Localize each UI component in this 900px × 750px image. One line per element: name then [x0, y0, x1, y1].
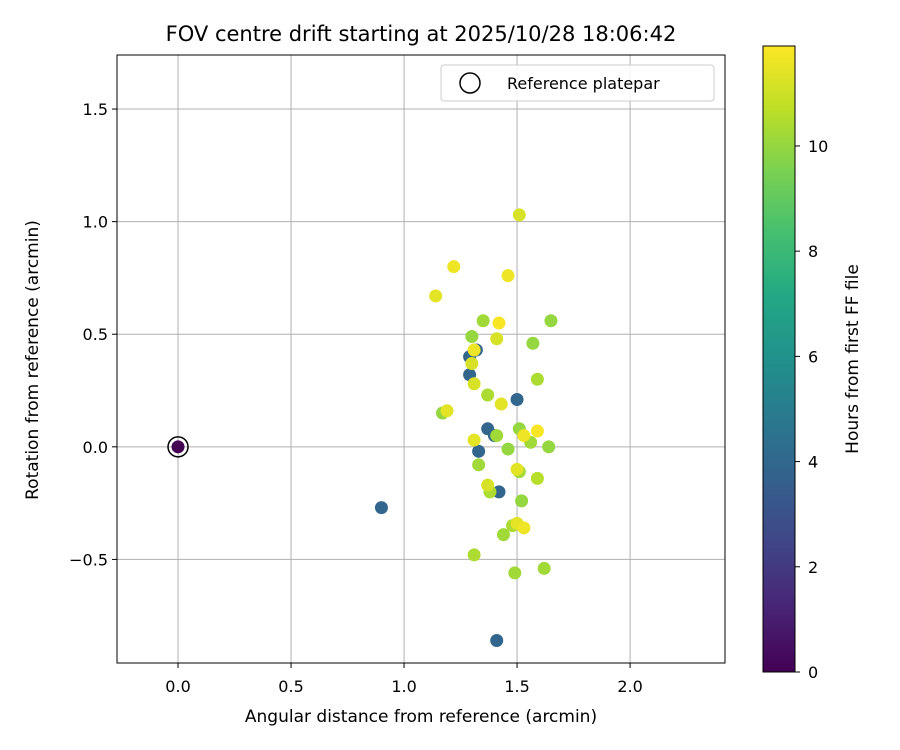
data-point — [465, 329, 479, 343]
x-axis-label: Angular distance from reference (arcmin) — [245, 707, 597, 727]
data-point — [447, 260, 461, 274]
data-point — [501, 442, 515, 456]
data-point — [490, 332, 504, 346]
colorbar-ticks: 0 2 4 6 8 10 — [795, 137, 828, 682]
x-tick-label: 1.0 — [391, 677, 416, 696]
colorbar-tick-label: 0 — [808, 663, 818, 682]
colorbar-tick-label: 10 — [808, 137, 828, 156]
y-tick-label: 1.0 — [83, 213, 108, 232]
data-point — [508, 566, 522, 580]
data-point — [530, 372, 544, 386]
data-point — [476, 314, 490, 328]
data-point — [544, 314, 558, 328]
data-point — [537, 561, 551, 575]
data-point — [472, 444, 486, 458]
data-point — [530, 424, 544, 438]
data-point — [512, 208, 526, 222]
data-point — [467, 433, 481, 447]
data-point — [472, 458, 486, 472]
colorbar-label: Hours from first FF file — [843, 264, 863, 454]
colorbar-tick-label: 2 — [808, 558, 818, 577]
data-point — [490, 429, 504, 443]
colorbar-tick-label: 4 — [808, 453, 818, 472]
data-point — [494, 397, 508, 411]
data-point — [374, 501, 388, 515]
colorbar: 0 2 4 6 8 10 Hours from first FF file — [762, 45, 863, 682]
y-tick-label: 0.5 — [83, 325, 108, 344]
colorbar-tick-label: 6 — [808, 347, 818, 366]
legend-reference-marker — [459, 72, 481, 94]
plot-frame — [116, 54, 726, 664]
legend-box — [440, 64, 715, 102]
data-point — [492, 316, 506, 330]
reference-marker-ring — [167, 436, 189, 458]
colorbar-tick-label: 8 — [808, 242, 818, 261]
x-tick-label: 2.0 — [617, 677, 642, 696]
data-point — [510, 462, 524, 476]
data-point — [467, 548, 481, 562]
data-point — [492, 485, 506, 499]
x-tick-label: 0.0 — [165, 677, 190, 696]
data-point — [517, 521, 531, 535]
data-point — [467, 343, 481, 357]
data-point — [530, 471, 544, 485]
data-point — [429, 289, 443, 303]
data-point — [440, 404, 454, 418]
data-points — [167, 208, 558, 647]
legend: Reference platepar — [440, 64, 715, 102]
y-tick-label: 1.5 — [83, 100, 108, 119]
y-tick-label: 0.0 — [83, 438, 108, 457]
data-point — [526, 336, 540, 350]
data-point — [542, 440, 556, 454]
data-point — [501, 269, 515, 283]
x-tick-label: 1.5 — [504, 677, 529, 696]
data-point — [481, 478, 495, 492]
reference-point — [171, 440, 185, 454]
data-point — [467, 377, 481, 391]
data-point — [465, 357, 479, 371]
data-point — [496, 528, 510, 542]
data-point — [481, 388, 495, 402]
data-point — [517, 429, 531, 443]
grid-lines — [117, 55, 725, 663]
data-point — [490, 633, 504, 647]
chart-title: FOV centre drift starting at 2025/10/28 … — [166, 22, 677, 46]
x-tick-label: 0.5 — [278, 677, 303, 696]
colorbar-gradient — [762, 45, 796, 673]
data-point — [510, 393, 524, 407]
legend-reference-label: Reference platepar — [507, 74, 660, 93]
y-axis-label: Rotation from reference (arcmin) — [23, 220, 43, 500]
axes: 0.0 0.5 1.0 1.5 2.0 −0.5 0.0 0.5 1.0 1.5 — [69, 54, 726, 696]
y-tick-label: −0.5 — [69, 550, 108, 569]
data-point — [515, 494, 529, 508]
